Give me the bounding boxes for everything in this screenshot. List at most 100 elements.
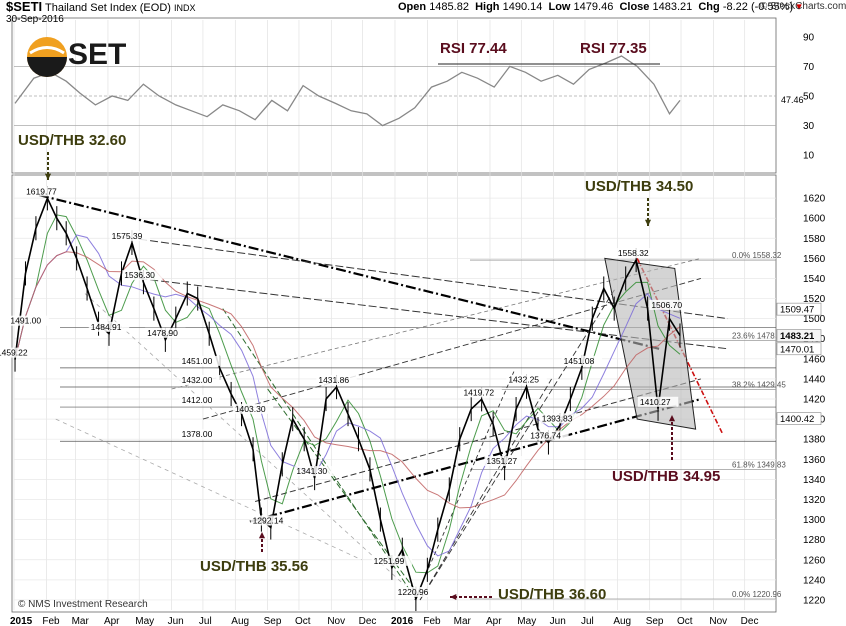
y-tick-label: 1520 [803,294,826,305]
price-label-bg [615,248,657,259]
y-axis: 1220 1240 1260 1280 1300 1320 1340 1360 1380 1400… [776,32,826,606]
price-label: 1459.22 [0,348,28,358]
long-uptrend [249,397,702,523]
axis-tag-box [776,412,822,425]
price-label: 1412.00 [182,395,213,405]
x-tick-label: May [135,616,154,626]
rsi-annotation-2: RSI 77.35 [580,40,647,57]
y-tick-label: 1240 [803,575,826,586]
x-tick-label: Mar [72,616,90,626]
ma-short-line [14,214,681,574]
x-tick-label: Apr [486,616,502,626]
price-label: 1220.96 [398,587,429,597]
y-tick-label: 1320 [803,495,826,506]
rsi-annotation-1: RSI 77.44 [440,40,507,57]
rsi-tick-label: 90 [803,32,815,43]
fib-label: 61.8% 1349.83 [732,461,786,470]
price-label: 1484.91 [91,322,122,332]
x-tick-label: May [517,616,536,626]
price-label-bg [316,375,357,386]
up-fan-2 [419,378,552,601]
logo-text: SET [68,38,127,71]
price-label-bg [649,299,690,310]
y-tick-label: 1440 [803,374,826,385]
usd-annotation-5: USD/THB 34.95 [612,468,721,485]
y-tick-label: 1280 [803,535,826,546]
price-label: 1619.77 [26,186,57,196]
long-downtrend [38,194,660,350]
arrow-usd-2-head [258,532,266,539]
x-tick-label: Nov [709,616,727,626]
rsi-line [14,55,681,127]
y-tick-label: 1540 [803,274,826,285]
price-label: 1341.30 [296,466,327,476]
price-label: 1393.83 [542,413,573,423]
fib-label: 0.0% 1220.96 [732,590,782,599]
source-credit: © StockCharts.com [760,1,846,12]
price-label: 1478.90 [147,328,178,338]
price-label-bg [179,429,221,440]
price-label: 1419.72 [463,387,494,397]
price-label-bg [461,387,502,398]
price-label: 1451.08 [564,356,595,366]
y-tick-label: 1360 [803,455,826,466]
price-label-bg [109,230,151,241]
y-tick-label: 1260 [803,555,826,566]
price-label: 1575.39 [112,231,143,241]
arrow-usd-5-head [668,415,676,422]
price-label: 1506.70 [651,300,682,310]
price-label: 1378.00 [182,429,213,439]
axis-tag-label: 1470.01 [780,344,814,355]
x-tick-label: Jun [550,616,566,626]
price-label: 1536.30 [124,270,155,280]
axis-tag-label: 1400.42 [780,414,814,425]
uptrend-3 [202,278,701,420]
open-value: 1485.82 [429,1,469,13]
price-label-bg [528,430,569,441]
price-label-bg [88,321,130,332]
price-label: 1251.99 [374,556,405,566]
x-tick-label: Apr [104,616,120,626]
price-label-bg [0,347,36,358]
close-value: 1483.21 [652,1,693,13]
index-name: Thailand Set Index (EOD) [44,2,171,14]
price-line [14,196,681,602]
green-fan-2 [222,308,411,591]
price-label: 1431.86 [318,375,349,385]
x-tick-label: Jul [199,616,212,626]
y-tick-label: 1500 [803,314,826,325]
nms-credit: © NMS Investment Research [18,599,148,610]
price-label: 1432.25 [508,375,539,385]
usd-annotation-2: USD/THB 35.56 [200,558,309,575]
x-tick-label: 2015 [10,616,33,626]
rsi-tick-label: 50 [803,92,815,103]
y-tick-label: 1220 [803,595,826,606]
price-label: 1376.74 [530,430,561,440]
price-label-bg [122,270,163,281]
x-tick-label: Oct [295,616,311,626]
high-label: High [475,1,500,13]
rsi-tick-label: 10 [803,151,815,162]
symbol: $SETI [6,0,43,14]
price-label-bg [561,355,603,366]
exchange: INDX [174,3,196,13]
price-label-bg [24,186,65,197]
y-tick-label: 1380 [803,435,826,446]
axis-tag-box [776,342,822,356]
price-label: 1558.32 [618,248,649,258]
price-label-bg [637,396,679,407]
x-tick-label: Dec [359,616,377,626]
price-label-bg [484,456,525,467]
x-tick-label: Feb [423,616,441,626]
close-label: Close [619,1,650,13]
x-tick-label: Oct [677,616,693,626]
ohlc-readout: Open 1485.82 High 1490.14 Low 1479.46 Cl… [398,0,802,14]
x-tick-label: Mar [454,616,472,626]
axis-tag-label: 1509.47 [780,305,814,316]
x-axis: 2015 Feb Mar Apr May Jun Jul Aug Sep Oct Nov Dec 201… [10,616,758,626]
price-label: 1351.27 [486,456,517,466]
x-tick-label: Aug [613,616,631,626]
price-label-bg [371,555,413,566]
chg-down-icon: ▾ [796,1,802,13]
